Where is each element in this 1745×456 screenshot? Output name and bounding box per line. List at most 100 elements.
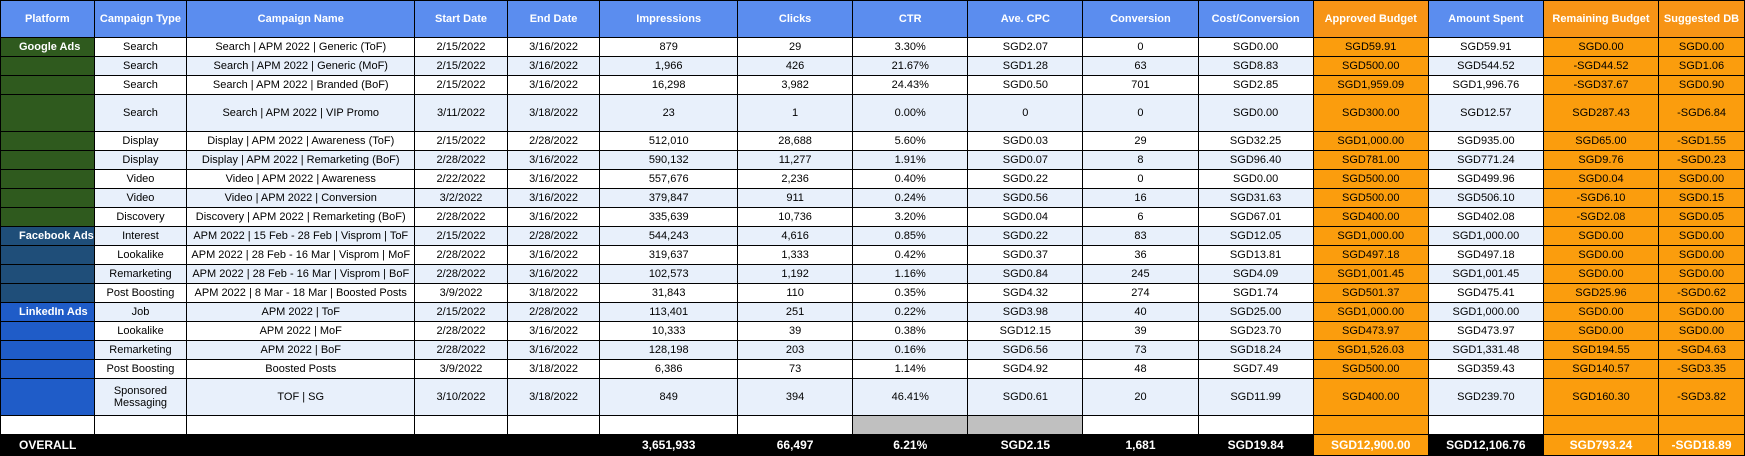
cell-campaign-name[interactable]: Search | APM 2022 | Generic (ToF) (186, 37, 416, 57)
cell-clicks[interactable]: 911 (737, 188, 854, 208)
cell-start-date[interactable]: 3/9/2022 (414, 359, 508, 379)
cell-remaining-budget[interactable]: SGD287.43 (1542, 94, 1660, 132)
table-row[interactable]: Display Display | APM 2022 | Awareness (T… (0, 131, 1745, 151)
cell-ave-cpc[interactable]: SGD0.56 (967, 188, 1084, 208)
cell-suggested-db[interactable]: -SGD0.62 (1658, 283, 1745, 303)
cell-amount-spent[interactable]: SGD402.08 (1427, 207, 1544, 227)
cell-campaign-name[interactable]: TOF | SG (186, 378, 416, 416)
table-row[interactable]: Sponsored Messaging TOF | SG 3/10/2022 3/18… (0, 378, 1745, 416)
cell-start-date[interactable]: 3/9/2022 (414, 283, 508, 303)
cell-cost-per-conversion[interactable]: SGD0.00 (1197, 94, 1314, 132)
cell-amount-spent[interactable]: SGD1,331.48 (1427, 340, 1544, 360)
cell-approved-budget[interactable]: SGD500.00 (1312, 359, 1429, 379)
cell-campaign-name[interactable]: APM 2022 | 28 Feb - 16 Mar | Visprom | B… (186, 264, 416, 284)
table-row[interactable]: Discovery Discovery | APM 2022 | Remarket… (0, 207, 1745, 227)
cell-cost-per-conversion[interactable]: SGD32.25 (1197, 131, 1314, 151)
cell-remaining-budget[interactable]: SGD9.76 (1542, 150, 1660, 170)
cell-start-date[interactable]: 3/2/2022 (414, 188, 508, 208)
cell-conversion[interactable]: 0 (1082, 94, 1199, 132)
cell-clicks[interactable]: 2,236 (737, 169, 854, 189)
header-platform[interactable]: Platform (0, 0, 95, 38)
cell-approved-budget[interactable]: SGD300.00 (1312, 94, 1429, 132)
cell-start-date[interactable]: 3/10/2022 (414, 378, 508, 416)
cell-cost-per-conversion[interactable]: SGD8.83 (1197, 56, 1314, 76)
cell-ave-cpc[interactable]: SGD2.07 (967, 37, 1084, 57)
cell-campaign-type[interactable]: Lookalike (93, 321, 188, 341)
cell-clicks[interactable]: 29 (737, 37, 854, 57)
cell-conversion[interactable]: 40 (1082, 302, 1199, 322)
cell-amount-spent[interactable]: SGD499.96 (1427, 169, 1544, 189)
cell-ave-cpc[interactable]: 0 (967, 94, 1084, 132)
cell-cost-per-conversion[interactable]: SGD0.00 (1197, 169, 1314, 189)
cell-conversion[interactable]: 6 (1082, 207, 1199, 227)
cell-campaign-type[interactable]: Search (93, 75, 188, 95)
cell-campaign-name[interactable]: Boosted Posts (186, 359, 416, 379)
cell-end-date[interactable]: 3/16/2022 (506, 75, 601, 95)
cell-campaign-type[interactable]: Video (93, 188, 188, 208)
cell-conversion[interactable]: 8 (1082, 150, 1199, 170)
cell-campaign-type[interactable]: Search (93, 56, 188, 76)
cell-suggested-db[interactable]: SGD0.05 (1658, 207, 1745, 227)
cell-amount-spent[interactable]: SGD12.57 (1427, 94, 1544, 132)
cell-clicks[interactable]: 1,333 (737, 245, 854, 265)
cell-impressions[interactable]: 319,637 (599, 245, 739, 265)
cell-start-date[interactable]: 2/15/2022 (414, 56, 508, 76)
cell-impressions[interactable]: 128,198 (599, 340, 739, 360)
cell-end-date[interactable]: 3/16/2022 (506, 321, 601, 341)
cell-remaining-budget[interactable]: SGD0.00 (1542, 302, 1660, 322)
header-ctr[interactable]: CTR (852, 0, 969, 38)
cell-clicks[interactable]: 73 (737, 359, 854, 379)
cell-suggested-db[interactable]: SGD0.00 (1658, 245, 1745, 265)
cell-suggested-db[interactable]: -SGD4.63 (1658, 340, 1745, 360)
cell-clicks[interactable]: 110 (737, 283, 854, 303)
cell-impressions[interactable]: 590,132 (599, 150, 739, 170)
cell-conversion[interactable]: 245 (1082, 264, 1199, 284)
cell-clicks[interactable]: 28,688 (737, 131, 854, 151)
cell-end-date[interactable]: 3/16/2022 (506, 340, 601, 360)
header-conversion[interactable]: Conversion (1082, 0, 1199, 38)
cell-ctr[interactable]: 24.43% (852, 75, 969, 95)
cell-approved-budget[interactable]: SGD497.18 (1312, 245, 1429, 265)
cell-campaign-type[interactable]: Post Boosting (93, 283, 188, 303)
cell-approved-budget[interactable]: SGD1,000.00 (1312, 226, 1429, 246)
table-row[interactable]: Post Boosting Boosted Posts 3/9/2022 3/18/2… (0, 359, 1745, 379)
cell-campaign-name[interactable]: Search | APM 2022 | Branded (BoF) (186, 75, 416, 95)
cell-campaign-type[interactable]: Post Boosting (93, 359, 188, 379)
cell-campaign-name[interactable]: Display | APM 2022 | Awareness (ToF) (186, 131, 416, 151)
cell-remaining-budget[interactable]: SGD0.00 (1542, 321, 1660, 341)
cell-ave-cpc[interactable]: SGD6.56 (967, 340, 1084, 360)
cell-approved-budget[interactable]: SGD501.37 (1312, 283, 1429, 303)
cell-cost-per-conversion[interactable]: SGD18.24 (1197, 340, 1314, 360)
cell-start-date[interactable]: 2/15/2022 (414, 131, 508, 151)
cell-start-date[interactable]: 2/28/2022 (414, 264, 508, 284)
cell-ctr[interactable]: 0.16% (852, 340, 969, 360)
cell-end-date[interactable]: 3/18/2022 (506, 94, 601, 132)
cell-ave-cpc[interactable]: SGD12.15 (967, 321, 1084, 341)
cell-amount-spent[interactable]: SGD506.10 (1427, 188, 1544, 208)
cell-suggested-db[interactable]: -SGD1.55 (1658, 131, 1745, 151)
cell-cost-per-conversion[interactable]: SGD23.70 (1197, 321, 1314, 341)
cell-cost-per-conversion[interactable]: SGD0.00 (1197, 37, 1314, 57)
cell-end-date[interactable]: 3/16/2022 (506, 245, 601, 265)
cell-ave-cpc[interactable]: SGD0.22 (967, 226, 1084, 246)
cell-impressions[interactable]: 512,010 (599, 131, 739, 151)
cell-amount-spent[interactable]: SGD239.70 (1427, 378, 1544, 416)
cell-end-date[interactable]: 3/16/2022 (506, 207, 601, 227)
cell-end-date[interactable]: 3/18/2022 (506, 283, 601, 303)
cell-suggested-db[interactable]: SGD0.00 (1658, 264, 1745, 284)
cell-suggested-db[interactable]: -SGD3.82 (1658, 378, 1745, 416)
cell-ctr[interactable]: 1.91% (852, 150, 969, 170)
cell-suggested-db[interactable]: SGD0.00 (1658, 37, 1745, 57)
cell-ave-cpc[interactable]: SGD0.04 (967, 207, 1084, 227)
cell-campaign-name[interactable]: Discovery | APM 2022 | Remarketing (BoF) (186, 207, 416, 227)
cell-conversion[interactable]: 73 (1082, 340, 1199, 360)
cell-impressions[interactable]: 23 (599, 94, 739, 132)
table-row[interactable]: Search Search | APM 2022 | Branded (BoF) 2… (0, 75, 1745, 95)
cell-ctr[interactable]: 21.67% (852, 56, 969, 76)
cell-suggested-db[interactable]: SGD0.00 (1658, 321, 1745, 341)
header-campaign-type[interactable]: Campaign Type (93, 0, 188, 38)
cell-ctr[interactable]: 0.00% (852, 94, 969, 132)
cell-approved-budget[interactable]: SGD500.00 (1312, 56, 1429, 76)
cell-ctr[interactable]: 1.14% (852, 359, 969, 379)
cell-end-date[interactable]: 2/28/2022 (506, 226, 601, 246)
